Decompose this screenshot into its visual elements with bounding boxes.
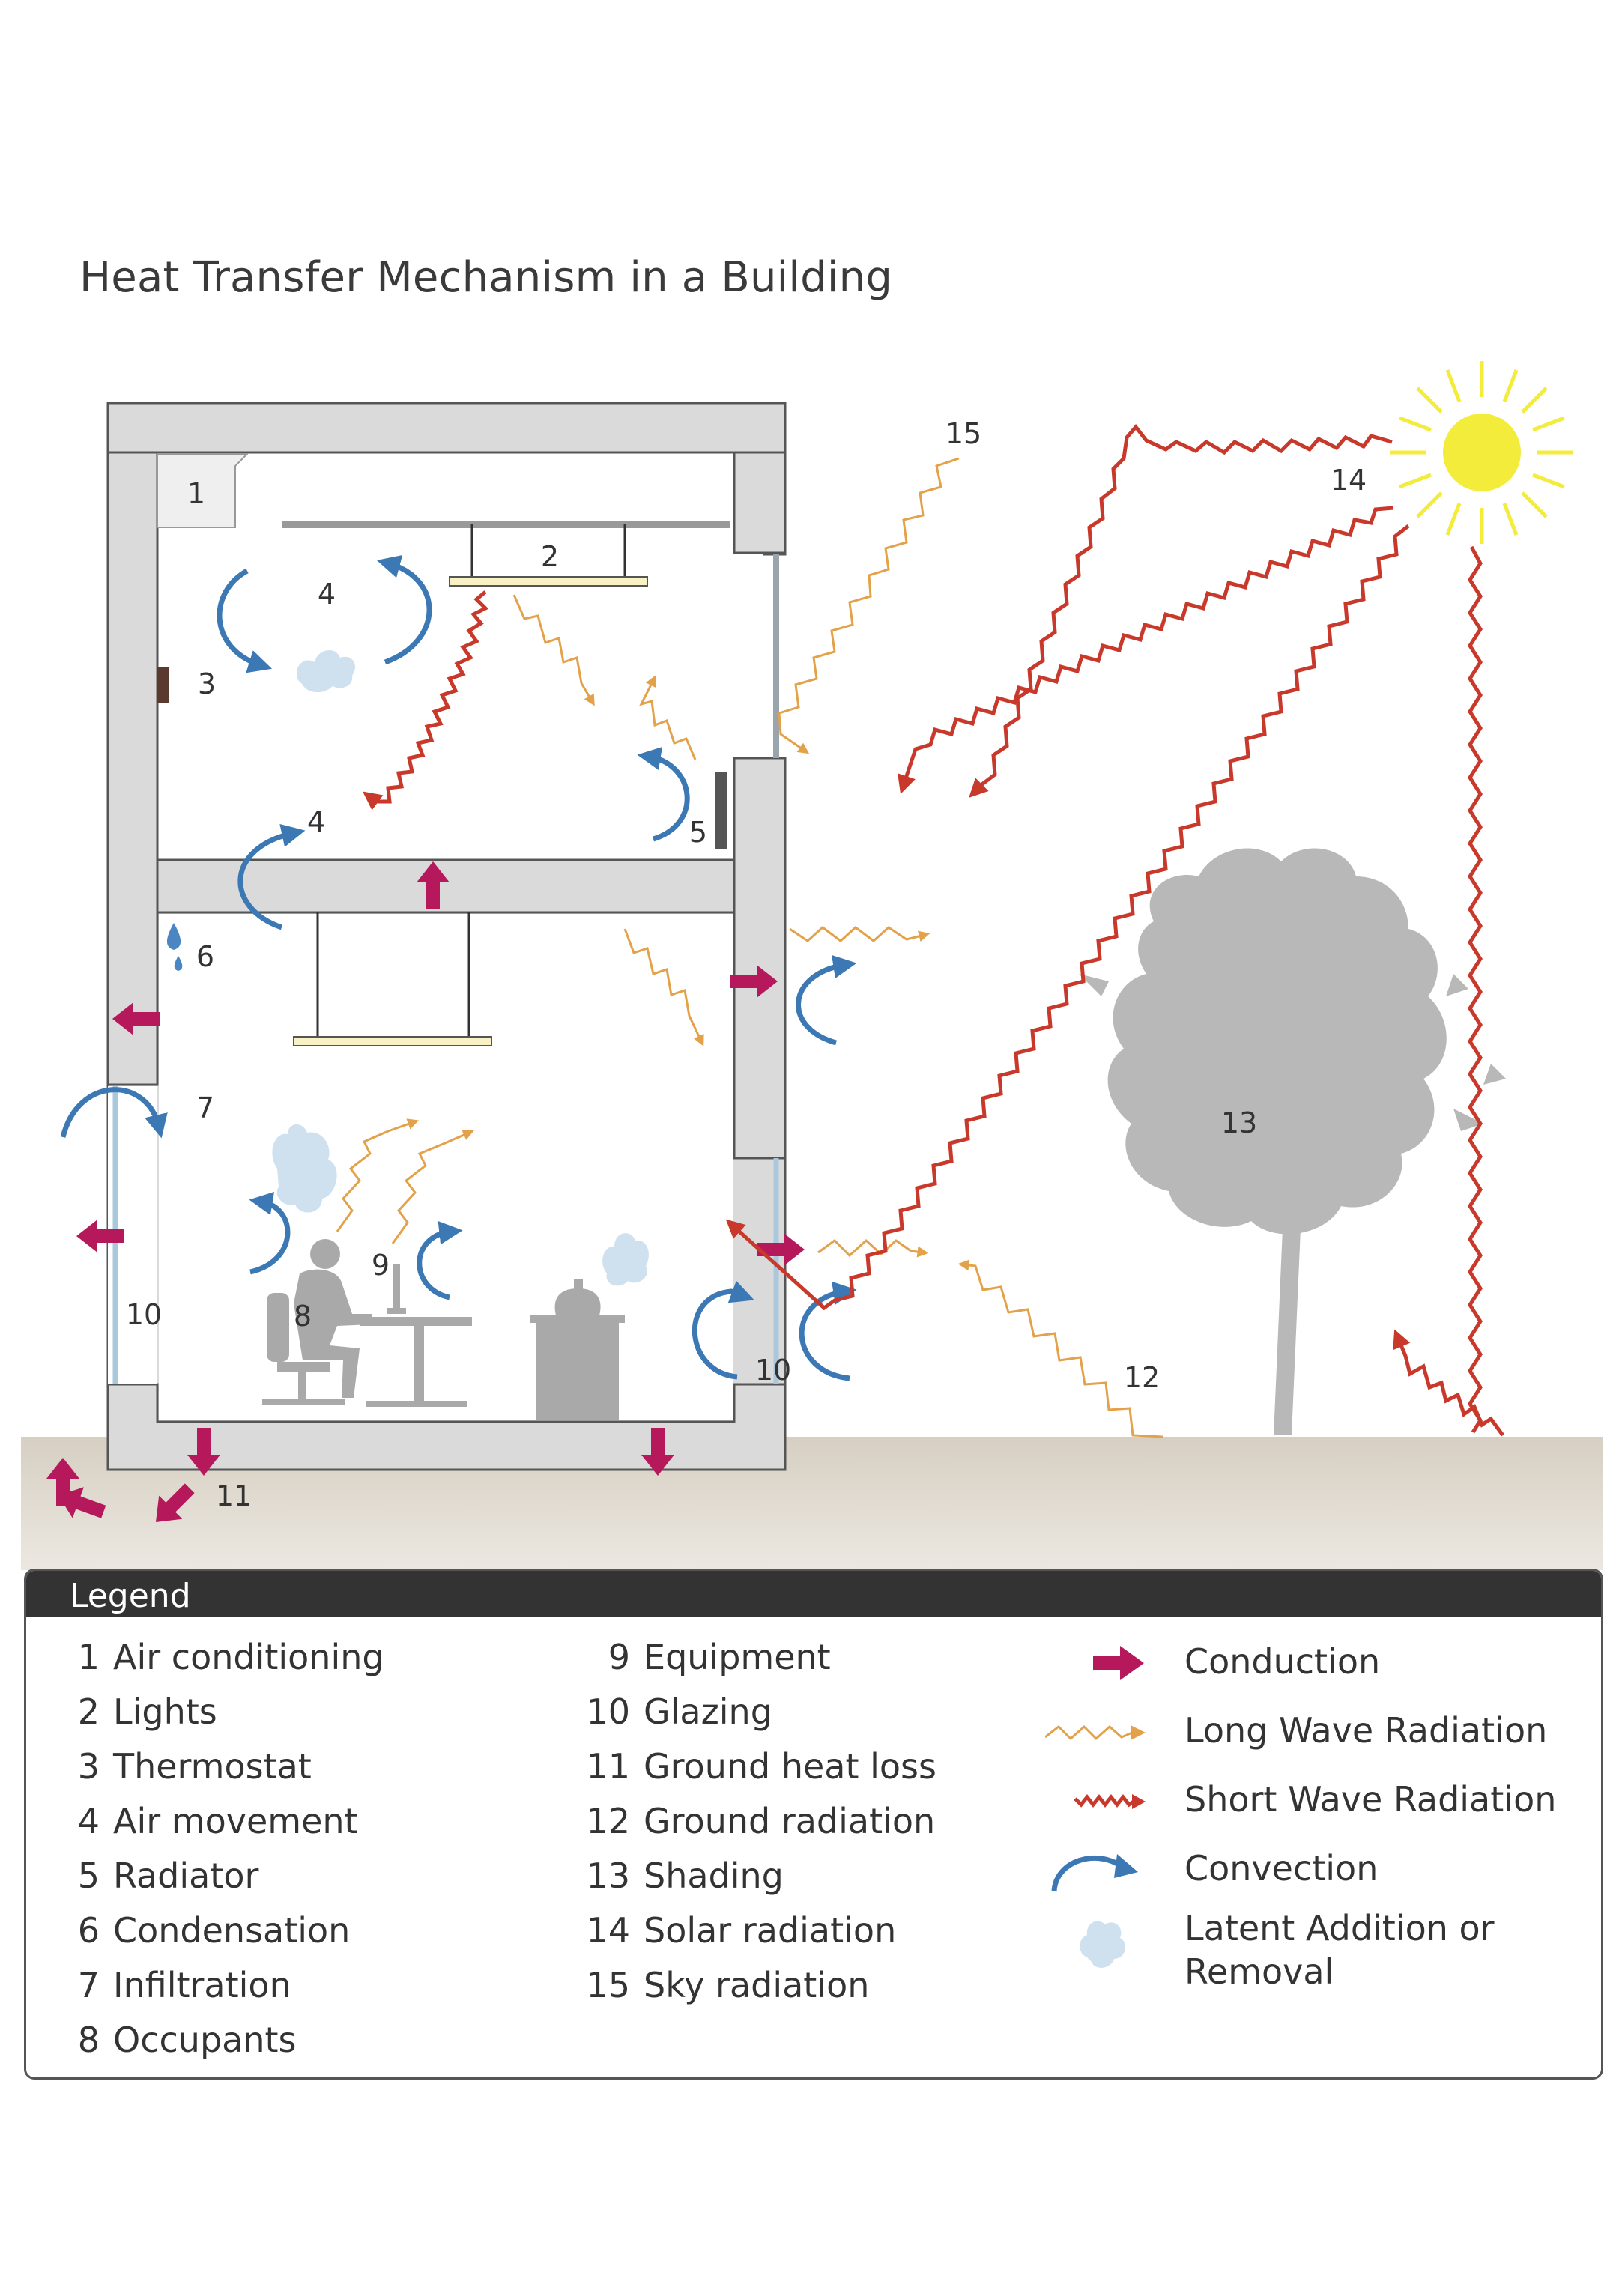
legend-item: 6 Condensation: [77, 1910, 351, 1951]
legend-symbol-row: Convection: [1045, 1838, 1585, 1906]
legend-item: 9 Equipment: [608, 1637, 831, 1677]
long-wave-icon-wall-out: [789, 926, 930, 942]
thermostat-icon: [157, 667, 169, 703]
label-3: 3: [198, 667, 216, 700]
label-7: 7: [196, 1091, 214, 1124]
legend-item: 11 Ground heat loss: [586, 1746, 936, 1787]
convection-icon-wall-out: [796, 954, 857, 1046]
legend-item: 14 Solar radiation: [586, 1910, 897, 1951]
legend-item: 3 Thermostat: [77, 1746, 312, 1787]
long-wave-icon-radiator: [639, 675, 697, 760]
label-4a: 4: [318, 578, 336, 611]
short-wave-icon-reflect-ground: [1393, 1329, 1505, 1437]
legend-panel: Legend 1 Air conditioning 2 Lights 3 Thermo…: [24, 1569, 1603, 2080]
kettle-on-cabinet-icon: [530, 1279, 625, 1420]
label-2: 2: [541, 540, 559, 573]
convection-curve-icon: [1051, 1854, 1138, 1892]
label-10a: 10: [126, 1298, 162, 1331]
short-wave-icon-solar-1: [969, 424, 1393, 798]
legend-symbol-label: Short Wave Radiation: [1184, 1779, 1557, 1820]
label-10b: 10: [755, 1354, 791, 1387]
legend-symbol-row: Conduction: [1045, 1631, 1585, 1700]
steam-cloud-icon: [1080, 1921, 1125, 1968]
short-wave-icon-solar-3: [725, 524, 1410, 1311]
legend-symbol-label: Convection: [1184, 1848, 1379, 1888]
occupant-figure-icon: [262, 1239, 472, 1407]
legend-item: 13 Shading: [586, 1856, 784, 1896]
legend-symbol-label: Conduction: [1184, 1641, 1381, 1682]
label-1: 1: [187, 477, 205, 510]
label-9: 9: [372, 1249, 390, 1282]
long-wave-icon-occupant-a: [336, 1118, 420, 1232]
legend-heading: Legend: [70, 1577, 191, 1615]
long-wave-icon-light: [512, 594, 595, 706]
legend-item: 15 Sky radiation: [586, 1965, 870, 2005]
long-wave-icon-sky: [778, 457, 960, 754]
legend-symbol-row: Long Wave Radiation: [1045, 1700, 1585, 1769]
long-wave-icon-lower-light: [623, 928, 704, 1046]
right-wall-mid: [733, 757, 787, 1160]
steam-cloud-icon-upper: [297, 649, 356, 693]
ground-slab: [106, 1383, 787, 1471]
label-8: 8: [294, 1300, 312, 1333]
tree-shading-icon: [1079, 848, 1506, 1435]
legend-item: 2 Lights: [77, 1691, 217, 1732]
label-13: 13: [1221, 1106, 1257, 1139]
steam-cloud-icon-occupant: [272, 1124, 337, 1213]
long-wave-icon-occupant-b: [391, 1130, 474, 1244]
light-fixture-upper: [449, 576, 648, 587]
air-conditioner-icon: [157, 453, 249, 528]
convection-icon-infiltration: [60, 1087, 168, 1139]
legend-symbols: Conduction Long Wave Radiation Short Wav…: [1045, 1631, 1585, 1992]
label-6: 6: [196, 940, 214, 973]
label-15: 15: [945, 417, 981, 450]
roof: [106, 402, 787, 454]
conduction-arrow-icon: [1093, 1646, 1144, 1680]
legend-item: 4 Air movement: [77, 1801, 358, 1841]
legend-symbol-row: Short Wave Radiation: [1045, 1769, 1585, 1838]
steam-cloud-icon-kettle: [602, 1233, 649, 1286]
sun-icon: [1390, 361, 1573, 544]
legend-item: 10 Glazing: [586, 1691, 772, 1732]
legend-header: Legend: [26, 1571, 1601, 1617]
label-4b: 4: [307, 805, 325, 838]
short-wave-zigzag-icon: [1074, 1793, 1146, 1809]
convection-icon-equipment: [417, 1221, 463, 1300]
legend-item: 5 Radiator: [77, 1856, 259, 1896]
legend-symbol-row: Latent Addition or Removal: [1045, 1906, 1585, 1992]
legend-symbol-label: Long Wave Radiation: [1184, 1710, 1548, 1751]
short-wave-icon-sky-vertical: [1468, 545, 1483, 1434]
legend-item: 1 Air conditioning: [77, 1637, 384, 1677]
short-wave-icon-upper-room: [363, 590, 489, 811]
short-wave-icon-solar-2: [898, 506, 1394, 794]
radiator-icon: [715, 772, 727, 849]
light-fixture-lower: [293, 1036, 492, 1046]
legend-symbol-label: Latent Addition or Removal: [1184, 1908, 1495, 1992]
legend-item: 8 Occupants: [77, 2020, 297, 2060]
long-wave-zigzag-icon: [1045, 1724, 1146, 1741]
legend-item: 7 Infiltration: [77, 1965, 291, 2005]
convection-icon-radiator: [637, 746, 690, 842]
convection-icon-upper-right: [376, 554, 432, 665]
legend-column-2: 9 Equipment 10 Glazing 11 Ground heat loss …: [581, 1637, 936, 2020]
long-wave-icon-ground: [957, 1259, 1163, 1438]
left-wall: [106, 402, 159, 1086]
convection-icon-upper-left: [217, 568, 273, 673]
convection-icon-occupant-left: [249, 1191, 291, 1275]
label-12: 12: [1124, 1361, 1160, 1394]
label-14: 14: [1331, 464, 1367, 497]
condensation-drop-icon: [166, 923, 181, 950]
label-11: 11: [216, 1479, 252, 1512]
convection-icon-glazing-in: [692, 1280, 754, 1380]
building-diagram: 1 2 3 4 4 5: [21, 361, 1603, 1570]
legend-item: 12 Ground radiation: [586, 1801, 936, 1841]
long-wave-icon-glazing-out: [817, 1238, 929, 1258]
convection-icon-ceiling: [237, 823, 306, 930]
diagram-title: Heat Transfer Mechanism in a Building: [79, 253, 893, 302]
convection-icon-glazing-out: [799, 1281, 857, 1381]
label-5: 5: [689, 816, 707, 849]
